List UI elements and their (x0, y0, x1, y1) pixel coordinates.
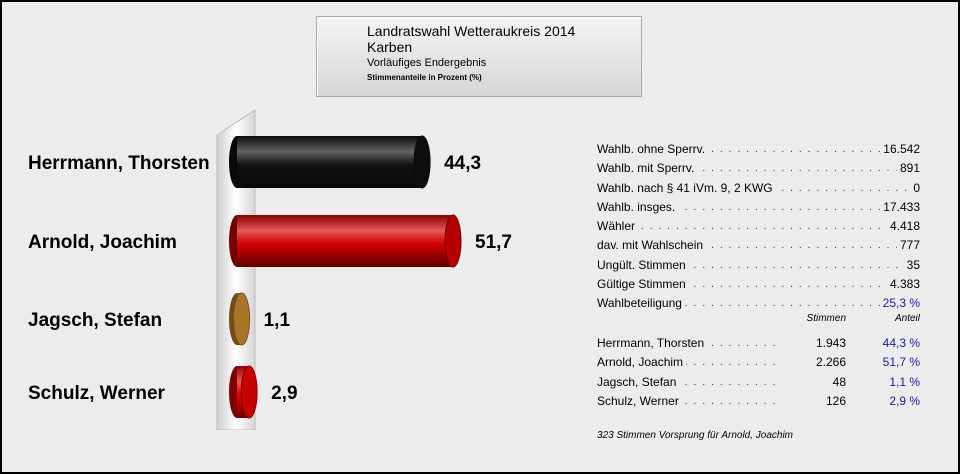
leader-dots: ........................................… (597, 163, 920, 175)
bar-end-cap (413, 135, 431, 189)
category-label: Arnold, Joachim (28, 232, 177, 253)
bar-chart: Herrmann, Thorsten 44,3 Arnold, Joachim 51,… (28, 109, 512, 430)
category-label: Herrmann, Thorsten (28, 153, 210, 174)
stat-value: 25,3 % (879, 294, 920, 314)
stat-row: ........................................… (597, 159, 920, 179)
statistics-table: ........................................… (597, 140, 920, 314)
stat-value: 35 (903, 255, 920, 276)
leader-dots: ........................................… (597, 298, 920, 310)
location-title: Karben (367, 39, 413, 55)
candidate-share: 1,1 % (889, 374, 920, 389)
candidate-row: ........................................… (597, 391, 920, 412)
stat-row: ........................................… (597, 178, 920, 198)
chart-subtitle: Stimmenanteile in Prozent (%) (367, 73, 482, 82)
candidate-share: 51,7 % (882, 355, 920, 370)
stat-row: ........................................… (597, 236, 920, 256)
value-label: 2,9 (271, 383, 297, 404)
bar-2 (237, 215, 453, 267)
stat-row: ........................................… (597, 197, 920, 218)
bar-1 (237, 136, 423, 188)
candidate-name: Schulz, Werner (597, 391, 682, 412)
candidate-name: Arnold, Joachim (597, 353, 687, 373)
share-column-header: Anteil (894, 313, 920, 324)
candidate-name: Jagsch, Stefan (597, 372, 680, 392)
stat-value: 4.418 (886, 217, 920, 237)
category-label: Schulz, Werner (28, 383, 166, 404)
candidate-share: 44,3 % (882, 336, 920, 350)
stat-label: Wahlb. ohne Sperrv. (597, 140, 709, 160)
candidate-votes: 126 (822, 391, 846, 412)
stat-label: Gültige Stimmen (597, 275, 689, 295)
candidate-votes: 2.266 (812, 353, 846, 373)
title-box: Landratswahl Wetteraukreis 2014 Karben V… (316, 16, 642, 97)
leader-dots: ........................................… (597, 221, 920, 233)
stat-value: 4.383 (886, 275, 920, 295)
lead-note: 323 Stimmen Vorsprung für Arnold, Joachi… (597, 430, 794, 441)
stat-label: dav. mit Wahlschein (597, 236, 707, 256)
leader-dots: ........................................… (597, 357, 777, 369)
candidate-votes: 1.943 (812, 334, 846, 354)
candidate-table-header: Stimmen Anteil (597, 313, 920, 329)
stat-value: 17.433 (880, 197, 920, 218)
candidate-name: Herrmann, Thorsten (597, 334, 708, 354)
stat-row: ........................................… (597, 294, 920, 314)
stat-label: Wahlb. nach § 41 iVm. 9, 2 KWG (597, 178, 776, 198)
candidate-table: ........................................… (597, 334, 920, 412)
category-label: Jagsch, Stefan (28, 310, 162, 331)
stat-label: Wahlb. mit Sperrv. (597, 159, 698, 179)
stat-label: Wähler (597, 217, 639, 237)
stat-row: ........................................… (597, 255, 920, 276)
stat-row: ........................................… (597, 275, 920, 295)
stat-value: 0 (910, 178, 920, 198)
leader-dots: ........................................… (597, 259, 920, 271)
stat-value: 16.542 (880, 140, 920, 160)
stat-label: Ungült. Stimmen (597, 255, 689, 276)
leader-dots: ........................................… (597, 240, 920, 252)
candidate-row: ........................................… (597, 353, 920, 373)
chart-baseline-wall (216, 109, 256, 430)
stat-row: ........................................… (597, 217, 920, 237)
bar-end-cap (444, 214, 462, 268)
chart-title: Landratswahl Wetteraukreis 2014 (367, 23, 576, 39)
value-label: 51,7 (475, 232, 512, 253)
votes-column-header: Stimmen (806, 313, 846, 324)
leader-dots: ........................................… (597, 144, 920, 155)
leader-dots: ........................................… (597, 279, 920, 291)
stat-row: ........................................… (597, 140, 920, 160)
bar-end-cap (233, 292, 251, 346)
stat-label: Wahlb. insges. (597, 197, 679, 218)
candidate-share: 2,9 % (889, 393, 920, 408)
candidate-row: ........................................… (597, 372, 920, 392)
value-label: 1,1 (264, 310, 291, 331)
candidate-votes: 48 (829, 372, 846, 392)
leader-dots: ........................................… (597, 201, 920, 213)
candidate-row: ........................................… (597, 334, 920, 354)
stat-value: 777 (896, 236, 920, 256)
result-status: Vorläufiges Endergebnis (367, 57, 487, 69)
leader-dots: ........................................… (597, 376, 777, 388)
leader-dots: ........................................… (597, 395, 777, 407)
bar-end-cap (240, 365, 258, 419)
stat-label: Wahlbeteiligung (597, 294, 685, 314)
stat-value: 891 (896, 159, 920, 179)
value-label: 44,3 (444, 153, 481, 174)
